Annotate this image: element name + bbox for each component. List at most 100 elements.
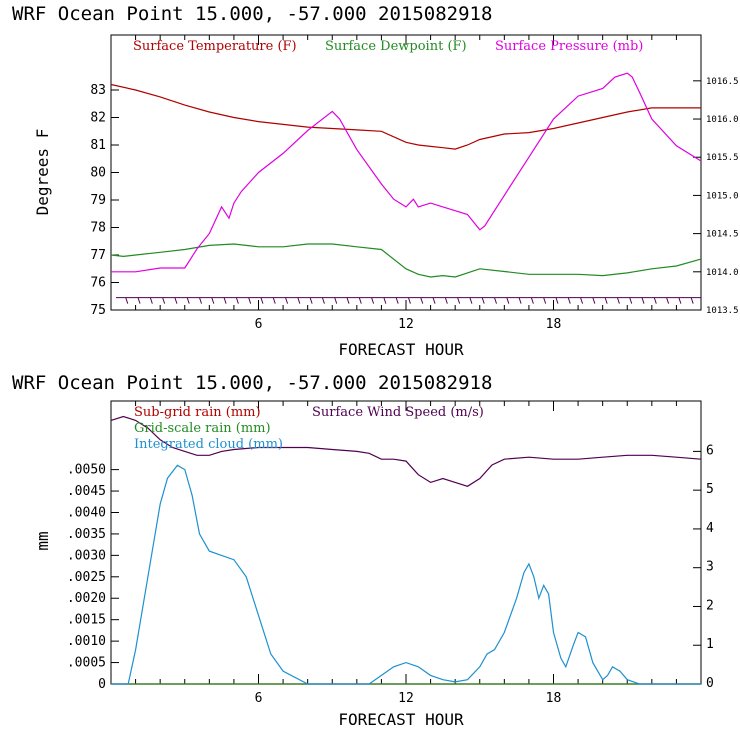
wind-barb — [285, 297, 289, 304]
chart-panel-2: WRF Ocean Point 15.000, -57.000 20150829… — [12, 372, 714, 729]
wind-barb — [530, 297, 534, 304]
y-tick-label: .0005 — [67, 656, 106, 671]
wind-barb — [616, 297, 620, 304]
y-tick-label: 83 — [90, 83, 106, 98]
y-tick-label: .0035 — [67, 527, 106, 542]
wind-barb — [555, 297, 559, 304]
wind-barb — [297, 297, 301, 304]
y-tick-label: 77 — [90, 248, 106, 263]
x-tick-label: 6 — [255, 317, 263, 332]
y-axis-label-2: mm — [33, 531, 52, 550]
wind-barb — [383, 297, 387, 304]
y-tick-label: .0030 — [67, 548, 106, 563]
y-tick-label: 79 — [90, 193, 106, 208]
y2-tick-label: 2 — [706, 598, 714, 613]
wind-barb — [629, 297, 633, 304]
y-tick-label: 78 — [90, 221, 106, 236]
y2-tick-label: 5 — [706, 482, 714, 497]
y2-tick-label: 1015.0 — [706, 191, 739, 201]
y-tick-label: 81 — [90, 138, 106, 153]
y2-tick-label: 0 — [706, 676, 714, 691]
wind-barb — [371, 297, 375, 304]
wind-barb — [162, 297, 166, 304]
wind-barb — [186, 297, 190, 304]
wind-barb — [518, 297, 522, 304]
x-tick-label: 12 — [398, 691, 414, 706]
wind-barb — [358, 297, 362, 304]
series-line-surface-dewpoint-f — [110, 243, 702, 278]
wind-barb — [494, 297, 497, 304]
wind-barb — [223, 297, 227, 304]
wind-barb — [592, 297, 596, 304]
wind-barb — [543, 297, 547, 304]
y2-tick-label: 4 — [706, 521, 714, 536]
wind-barb — [248, 297, 252, 304]
y-tick-label: .0050 — [67, 463, 106, 478]
wind-barb — [604, 297, 608, 304]
series-line-integrated-cloud-mm — [111, 464, 701, 685]
wind-barb — [641, 297, 645, 304]
wind-barb — [211, 297, 215, 304]
y2-tick-label: 6 — [706, 443, 714, 458]
y-axis-label-1: Degrees F — [33, 129, 52, 216]
y-tick-label: 75 — [90, 303, 106, 318]
wind-barb — [272, 297, 276, 304]
wind-barb — [407, 297, 411, 304]
wind-barb — [309, 297, 313, 304]
y-tick-label: 80 — [90, 166, 106, 181]
chart-panel-1: WRF Ocean Point 15.000, -57.000 20150829… — [12, 3, 739, 359]
legend-entry: Integrated cloud (mm) — [134, 437, 283, 452]
wind-barb — [444, 297, 448, 304]
y-tick-label: .0040 — [67, 505, 106, 520]
y-tick-label: .0045 — [67, 484, 106, 499]
legend-entry: Surface Pressure (mb) — [495, 39, 643, 54]
wind-barb — [334, 297, 338, 304]
wind-barb — [481, 297, 485, 304]
legend-entry: Sub-grid rain (mm) — [134, 405, 261, 420]
wind-barb — [420, 297, 424, 304]
series-line-surface-temperature-f — [110, 83, 701, 150]
wind-barb — [137, 297, 141, 304]
wind-barb — [395, 297, 399, 304]
wind-barb — [469, 297, 473, 304]
wind-barb — [125, 297, 129, 304]
legend-entry: Surface Temperature (F) — [133, 39, 297, 54]
y-tick-label: 0 — [98, 677, 106, 692]
y2-tick-label: 3 — [706, 560, 714, 575]
wind-barb — [432, 297, 436, 304]
wind-barb — [199, 297, 202, 304]
wind-barb — [666, 297, 670, 304]
series-line-surface-wind-speed-m-s — [110, 415, 702, 487]
wind-barb — [567, 297, 571, 304]
legend-entry: Surface Wind Speed (m/s) — [312, 405, 484, 420]
wind-barb — [653, 297, 657, 304]
wind-barb — [506, 297, 510, 304]
wind-barb — [678, 297, 682, 304]
x-axis-label-2: FORECAST HOUR — [338, 710, 464, 729]
y-tick-label: .0025 — [67, 570, 106, 585]
y-tick-label: 76 — [90, 276, 106, 291]
y2-tick-label: 1014.0 — [706, 268, 739, 278]
wind-barb — [690, 297, 694, 304]
y-tick-label: .0010 — [67, 634, 106, 649]
wind-barb — [149, 297, 153, 304]
y2-tick-label: 1016.0 — [706, 115, 739, 125]
legend-entry: Surface Dewpoint (F) — [325, 39, 467, 54]
x-tick-label: 6 — [255, 691, 263, 706]
wind-barb — [457, 297, 461, 304]
wind-barb — [580, 297, 584, 304]
y2-tick-label: 1016.5 — [706, 77, 739, 87]
legend-entry: Grid-scale rain (mm) — [134, 421, 271, 436]
y-tick-label: 82 — [90, 111, 106, 126]
y-tick-label: .0015 — [67, 613, 106, 628]
y2-tick-label: 1015.5 — [706, 153, 739, 163]
chart-title-1: WRF Ocean Point 15.000, -57.000 20150829… — [12, 3, 492, 25]
chart-title-2: WRF Ocean Point 15.000, -57.000 20150829… — [12, 372, 492, 394]
wind-barb — [346, 297, 350, 304]
x-axis-label-1: FORECAST HOUR — [338, 340, 464, 359]
wind-barb — [235, 297, 239, 304]
y2-tick-label: 1 — [706, 637, 714, 652]
wind-barb — [174, 297, 178, 304]
y2-tick-label: 1013.5 — [706, 306, 739, 316]
